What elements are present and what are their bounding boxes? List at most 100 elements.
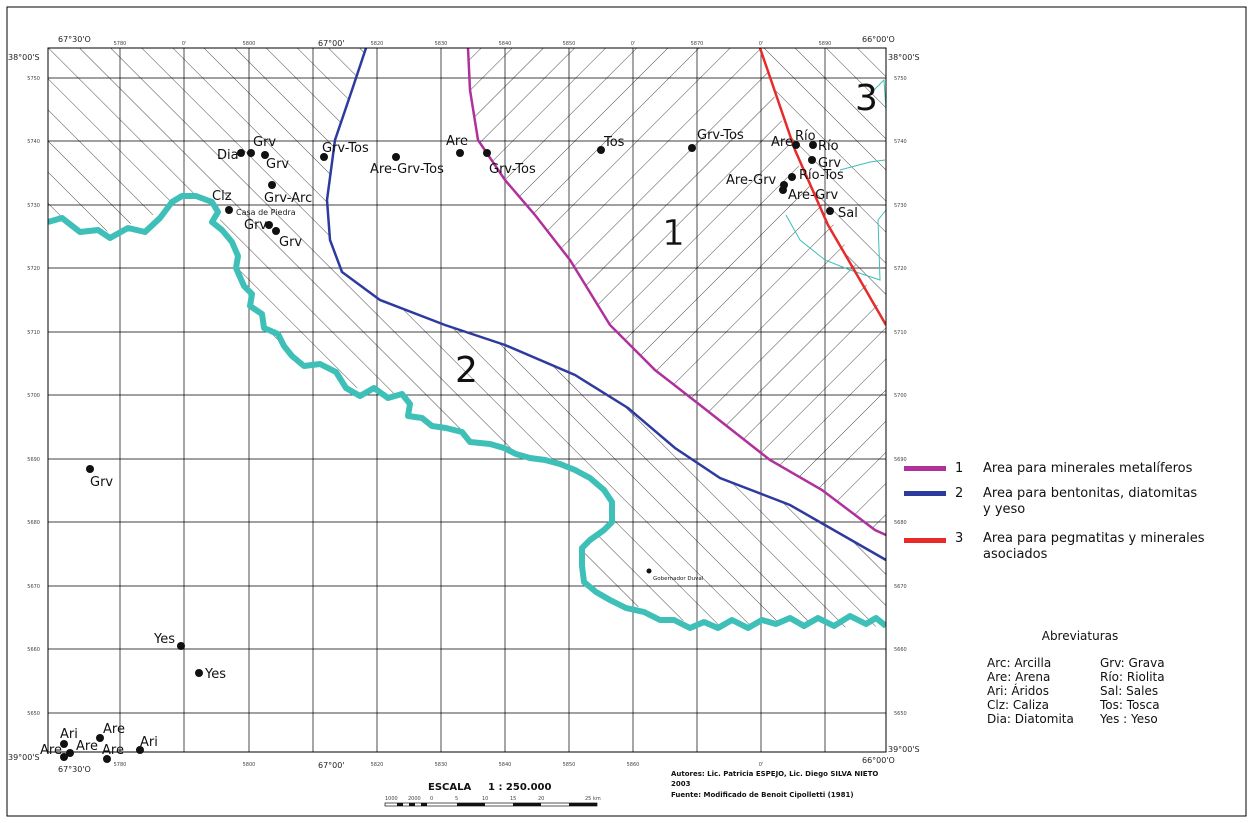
area-3-boundary-line <box>758 48 886 326</box>
site-label: Grv <box>266 157 289 172</box>
site-label: Clz <box>212 189 232 204</box>
legend-number: 1 <box>955 461 963 476</box>
svg-text:5840: 5840 <box>499 762 512 768</box>
svg-text:5780: 5780 <box>114 41 127 47</box>
scale-bar: 1000 2000 0 5 10 15 20 25 km <box>384 796 601 807</box>
site-markers <box>60 141 834 763</box>
svg-text:5680: 5680 <box>894 520 907 526</box>
site-label: Are-Grv <box>788 188 839 203</box>
site-label: Are <box>103 722 125 737</box>
credits-source: Fuente: Modificado de Benoit Cipolletti … <box>671 791 854 799</box>
legend: 1 Area para minerales metalíferos 2 Area… <box>904 461 1205 562</box>
svg-text:5830: 5830 <box>435 41 448 47</box>
site-labels: Grv Dia Grv Grv-Arc Clz Casa de Piedra G… <box>40 128 858 758</box>
site-label: Grv-Tos <box>697 128 744 143</box>
svg-text:5890: 5890 <box>819 41 832 47</box>
abbr-item: Río: Riolita <box>1100 670 1165 684</box>
scale-block: ESCALA 1 : 250.000 1000 2000 0 5 10 15 2… <box>384 782 601 807</box>
svg-text:5850: 5850 <box>563 762 576 768</box>
svg-text:2000: 2000 <box>408 796 421 802</box>
map-neatline <box>47 47 887 753</box>
site-label: Ari <box>140 735 158 750</box>
site-label: Are-Grv <box>726 173 777 188</box>
site-label: Grv-Arc <box>264 191 312 206</box>
site-label: Grv-Tos <box>322 141 369 156</box>
map-body <box>48 48 886 752</box>
svg-text:5: 5 <box>455 796 458 802</box>
abbr-item: Sal: Sales <box>1100 684 1158 698</box>
svg-text:5670: 5670 <box>894 584 907 590</box>
abbr-item: Dia: Diatomita <box>987 712 1074 726</box>
area-number-2: 2 <box>455 350 478 391</box>
reservoir-shoreline <box>48 193 886 631</box>
corner-tl-lat: 38°00'S <box>8 53 40 62</box>
hatched-zone-northwest <box>48 48 366 272</box>
site-label: Yes <box>153 632 175 647</box>
reservoir-outline-east <box>785 78 886 281</box>
svg-text:5740: 5740 <box>894 139 907 145</box>
svg-text:5700: 5700 <box>894 393 907 399</box>
area-1-boundary-line <box>466 48 886 537</box>
area-number-3: 3 <box>855 78 878 119</box>
legend-number: 3 <box>955 531 963 546</box>
site-label: Casa de Piedra <box>236 208 296 217</box>
site-label: Are <box>40 743 62 758</box>
svg-text:0': 0' <box>631 41 636 47</box>
svg-text:5650: 5650 <box>27 711 40 717</box>
legend-label-continued: asociados <box>983 547 1048 562</box>
svg-text:5780: 5780 <box>114 762 127 768</box>
svg-text:15: 15 <box>510 796 516 802</box>
site-label: Río <box>818 139 839 154</box>
site-label: Gobernador Duval <box>653 576 704 582</box>
legend-swatch <box>904 491 946 496</box>
legend-swatch <box>904 538 946 543</box>
svg-text:5720: 5720 <box>894 266 907 272</box>
svg-text:5750: 5750 <box>27 76 40 82</box>
site-label: Are <box>446 134 468 149</box>
scale-ratio: 1 : 250.000 <box>488 782 552 793</box>
abbreviations-title: Abreviaturas <box>1042 629 1119 643</box>
svg-text:5750: 5750 <box>894 76 907 82</box>
svg-text:5670: 5670 <box>27 584 40 590</box>
abbr-item: Are: Arena <box>987 670 1050 684</box>
svg-text:5840: 5840 <box>499 41 512 47</box>
svg-text:5800: 5800 <box>243 762 256 768</box>
site-label: Are <box>771 135 793 150</box>
svg-text:5730: 5730 <box>27 203 40 209</box>
legend-item-area-1: 1 Area para minerales metalíferos <box>904 461 1193 476</box>
corner-bl-lat: 39°00'S <box>8 753 40 762</box>
site-label: Grv <box>244 218 267 233</box>
site-label: Dia <box>217 148 239 163</box>
abbreviations-panel: Abreviaturas Arc: Arcilla Are: Arena Ari… <box>987 629 1165 726</box>
svg-text:25 km: 25 km <box>585 796 601 802</box>
legend-number: 2 <box>955 486 963 501</box>
legend-label: Area para bentonitas, diatomitas <box>983 486 1197 501</box>
legend-item-area-3: 3 Area para pegmatitas y minerales asoci… <box>904 531 1205 562</box>
svg-text:0': 0' <box>759 41 764 47</box>
svg-text:5720: 5720 <box>27 266 40 272</box>
svg-text:5850: 5850 <box>563 41 576 47</box>
svg-text:5690: 5690 <box>894 457 907 463</box>
svg-text:5660: 5660 <box>27 647 40 653</box>
corner-coordinates: 67°30'O 38°00'S 67°00' 66°00'O 38°00'S 3… <box>8 35 920 774</box>
svg-text:5830: 5830 <box>435 762 448 768</box>
corner-top-mid-lon: 67°00' <box>318 39 345 48</box>
site-label: Río <box>795 129 816 144</box>
svg-text:5730: 5730 <box>894 203 907 209</box>
svg-text:5710: 5710 <box>894 330 907 336</box>
corner-tl-lon: 67°30'O <box>58 35 91 44</box>
corner-tr-lon: 66°00'O <box>862 35 895 44</box>
area-number-1: 1 <box>662 213 685 254</box>
site-label: Grv <box>818 156 841 171</box>
corner-tr-lat: 38°00'S <box>888 53 920 62</box>
site-label: Grv <box>279 235 302 250</box>
svg-text:5660: 5660 <box>894 647 907 653</box>
corner-bottom-mid-lon: 67°00' <box>318 761 345 770</box>
legend-item-area-2: 2 Area para bentonitas, diatomitas y yes… <box>904 486 1197 517</box>
hatched-zone-area-3 <box>760 48 886 320</box>
site-label: Sal <box>838 206 858 221</box>
svg-text:0: 0 <box>430 796 433 802</box>
svg-text:0': 0' <box>182 41 187 47</box>
svg-text:5740: 5740 <box>27 139 40 145</box>
